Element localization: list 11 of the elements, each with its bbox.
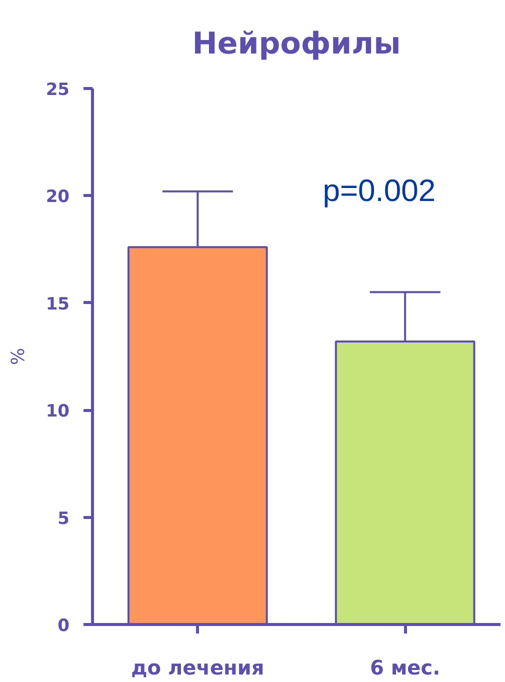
x-tick-label: 6 мес. [370,656,440,680]
y-tick-label: 20 [46,187,70,208]
y-axis-title: % [8,348,29,366]
chart-title: Нейрофилы [192,26,401,62]
y-tick-label: 15 [46,294,70,314]
annotation: p=0.002 [322,172,436,208]
x-tick-label: до лечения [131,656,264,680]
y-tick-label: 5 [58,508,70,529]
y-tick-label: 10 [46,402,70,422]
y-tick-label: 25 [46,80,70,100]
y-tick-label: 0 [58,616,70,636]
